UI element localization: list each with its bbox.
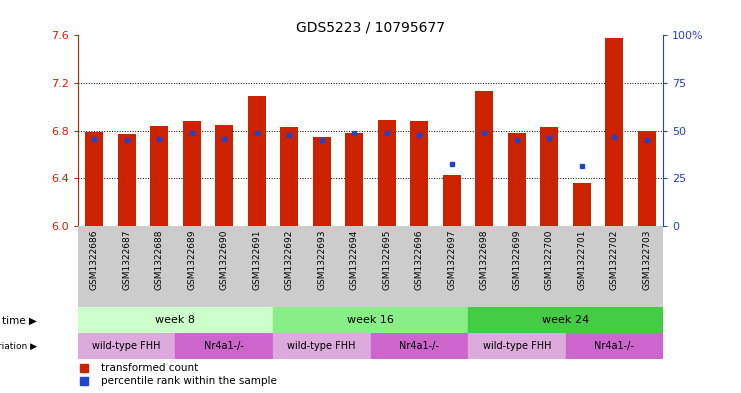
Text: Nr4a1-/-: Nr4a1-/- <box>594 341 634 351</box>
Bar <box>280 127 298 226</box>
Text: GSM1322696: GSM1322696 <box>415 230 424 290</box>
Bar <box>476 91 494 226</box>
Text: GSM1322688: GSM1322688 <box>155 230 164 290</box>
Bar <box>215 125 233 226</box>
Bar <box>370 333 468 359</box>
Text: week 16: week 16 <box>347 315 394 325</box>
Text: genotype/variation ▶: genotype/variation ▶ <box>0 342 37 351</box>
Text: week 24: week 24 <box>542 315 589 325</box>
Bar <box>273 307 468 333</box>
Title: GDS5223 / 10795677: GDS5223 / 10795677 <box>296 20 445 34</box>
Bar <box>176 333 273 359</box>
Text: GSM1322703: GSM1322703 <box>642 230 651 290</box>
Bar <box>565 333 663 359</box>
Bar <box>345 133 363 226</box>
Bar <box>508 133 526 226</box>
Text: time ▶: time ▶ <box>2 315 37 325</box>
Text: GSM1322693: GSM1322693 <box>317 230 326 290</box>
Text: GSM1322689: GSM1322689 <box>187 230 196 290</box>
Text: GSM1322691: GSM1322691 <box>252 230 261 290</box>
Text: GSM1322701: GSM1322701 <box>577 230 586 290</box>
Bar <box>468 307 663 333</box>
Text: GSM1322695: GSM1322695 <box>382 230 391 290</box>
Bar <box>605 38 623 226</box>
Text: GSM1322700: GSM1322700 <box>545 230 554 290</box>
Text: GSM1322698: GSM1322698 <box>480 230 489 290</box>
Text: week 8: week 8 <box>156 315 196 325</box>
Bar <box>273 333 370 359</box>
Text: GSM1322686: GSM1322686 <box>90 230 99 290</box>
Bar <box>638 130 656 226</box>
Text: percentile rank within the sample: percentile rank within the sample <box>102 376 277 386</box>
Text: Nr4a1-/-: Nr4a1-/- <box>399 341 439 351</box>
Text: GSM1322694: GSM1322694 <box>350 230 359 290</box>
Bar <box>78 307 273 333</box>
Bar <box>411 121 428 226</box>
Text: GSM1322697: GSM1322697 <box>448 230 456 290</box>
Text: transformed count: transformed count <box>102 362 199 373</box>
Bar <box>247 96 265 226</box>
Bar <box>378 120 396 226</box>
Text: GSM1322702: GSM1322702 <box>610 230 619 290</box>
Text: wild-type FHH: wild-type FHH <box>93 341 161 351</box>
Text: GSM1322690: GSM1322690 <box>219 230 229 290</box>
Bar <box>443 174 461 226</box>
Text: Nr4a1-/-: Nr4a1-/- <box>205 341 244 351</box>
Bar <box>150 126 168 226</box>
Bar <box>85 132 103 226</box>
Bar <box>468 333 565 359</box>
Text: GSM1322687: GSM1322687 <box>122 230 131 290</box>
Text: wild-type FHH: wild-type FHH <box>288 341 356 351</box>
Bar <box>313 136 330 226</box>
Bar <box>78 333 176 359</box>
Bar <box>540 127 558 226</box>
Bar <box>118 134 136 226</box>
Text: GSM1322699: GSM1322699 <box>512 230 522 290</box>
Bar <box>183 121 201 226</box>
Bar <box>573 183 591 226</box>
Text: wild-type FHH: wild-type FHH <box>482 341 551 351</box>
Text: GSM1322692: GSM1322692 <box>285 230 293 290</box>
